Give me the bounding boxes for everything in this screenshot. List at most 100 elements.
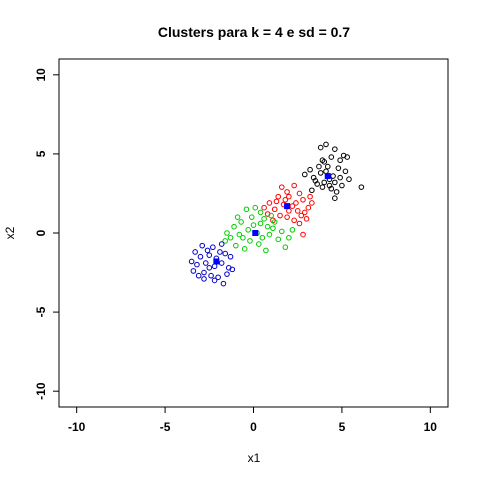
data-point-cluster-3 (256, 241, 262, 247)
data-point-cluster-1 (332, 179, 338, 186)
data-point-cluster-4 (197, 253, 204, 260)
data-point-cluster-3 (243, 206, 250, 213)
data-point-cluster-1 (324, 163, 331, 170)
data-point-cluster-1 (323, 141, 329, 148)
cluster-center-3 (252, 230, 259, 236)
data-point-cluster-3 (264, 223, 271, 230)
data-point-cluster-3 (248, 214, 255, 220)
data-point-cluster-3 (227, 234, 234, 241)
data-point-cluster-3 (268, 212, 274, 219)
cluster-center-4 (213, 258, 220, 265)
data-point-cluster-4 (224, 271, 230, 277)
data-point-cluster-1 (333, 189, 340, 195)
x-axis: -10 -5 0 5 10 (68, 407, 437, 434)
data-point-cluster-1 (319, 157, 326, 164)
data-point-cluster-2 (261, 204, 267, 211)
data-point-cluster-3 (234, 214, 241, 220)
data-point-cluster-3 (271, 219, 278, 225)
data-point-cluster-2 (291, 182, 297, 189)
data-point-cluster-4 (188, 258, 195, 265)
data-point-cluster-3 (278, 228, 285, 235)
data-point-cluster-1 (346, 176, 352, 183)
y-axis: -10 -5 0 5 10 (34, 68, 59, 400)
y-tick-label: 0 (34, 229, 48, 236)
data-point-cluster-4 (190, 268, 197, 274)
data-point-cluster-3 (233, 242, 239, 249)
data-point-cluster-3 (270, 225, 276, 232)
data-point-cluster-1 (358, 184, 365, 190)
data-point-cluster-4 (210, 244, 216, 251)
data-point-cluster-1 (337, 157, 343, 164)
data-point-cluster-3 (224, 230, 230, 236)
data-point-cluster-3 (238, 219, 244, 225)
y-tick-label: 10 (34, 68, 48, 82)
cluster-center-2 (284, 203, 291, 210)
data-point-cluster-3 (236, 231, 243, 238)
data-point-cluster-4 (202, 260, 209, 266)
data-point-cluster-4 (201, 276, 207, 282)
data-point-cluster-1 (321, 179, 328, 186)
data-point-cluster-3 (289, 227, 296, 233)
data-point-cluster-4 (227, 253, 234, 260)
data-point-cluster-4 (199, 242, 206, 249)
data-point-cluster-4 (217, 249, 223, 255)
data-point-cluster-3 (250, 222, 257, 228)
data-point-cluster-2 (286, 193, 292, 200)
data-point-cluster-1 (332, 146, 338, 152)
data-point-cluster-2 (301, 209, 308, 216)
data-point-cluster-1 (337, 174, 343, 181)
data-point-cluster-1 (342, 168, 349, 175)
data-point-cluster-2 (278, 184, 285, 190)
data-point-cluster-4 (215, 274, 221, 281)
points-layer (188, 141, 365, 287)
data-point-cluster-3 (261, 215, 267, 222)
data-point-cluster-3 (231, 223, 237, 230)
data-point-cluster-2 (298, 212, 305, 219)
data-point-cluster-1 (309, 187, 315, 194)
data-point-cluster-1 (335, 165, 342, 171)
data-point-cluster-1 (330, 173, 336, 179)
data-point-cluster-1 (339, 182, 345, 189)
data-point-cluster-4 (220, 280, 227, 287)
data-point-cluster-4 (206, 252, 213, 258)
data-point-cluster-3 (245, 227, 251, 233)
data-point-cluster-2 (275, 193, 282, 200)
data-point-cluster-2 (303, 215, 310, 222)
data-point-cluster-2 (273, 198, 280, 205)
x-tick-label: 5 (339, 420, 346, 434)
data-point-cluster-3 (257, 220, 264, 227)
data-point-cluster-2 (282, 196, 289, 203)
data-point-cluster-4 (218, 241, 225, 247)
x-tick-label: -5 (160, 420, 171, 434)
y-tick-label: -10 (34, 382, 48, 400)
data-point-cluster-2 (296, 190, 303, 197)
data-point-cluster-4 (201, 269, 207, 276)
data-point-cluster-2 (294, 208, 301, 214)
data-point-cluster-4 (204, 247, 211, 254)
y-tick-label: -5 (34, 306, 48, 317)
data-point-cluster-4 (218, 260, 225, 266)
y-axis-title: x2 (3, 226, 17, 239)
data-point-cluster-2 (307, 193, 313, 200)
data-point-cluster-3 (263, 247, 269, 254)
data-point-cluster-3 (240, 234, 246, 241)
data-point-cluster-2 (266, 200, 273, 206)
data-point-cluster-2 (291, 217, 297, 224)
centers-layer (213, 173, 331, 265)
data-point-cluster-1 (328, 154, 335, 160)
data-point-cluster-4 (229, 266, 236, 273)
data-point-cluster-2 (305, 204, 312, 211)
data-point-cluster-1 (317, 170, 324, 176)
data-point-cluster-2 (309, 200, 315, 206)
data-point-cluster-1 (344, 154, 351, 160)
x-tick-label: -10 (68, 420, 86, 434)
data-point-cluster-1 (326, 182, 333, 189)
x-axis-title: x1 (248, 451, 261, 465)
data-point-cluster-4 (222, 250, 229, 257)
x-tick-label: 10 (424, 420, 438, 434)
y-tick-label: 5 (34, 150, 48, 157)
data-point-cluster-3 (247, 238, 253, 244)
chart-title: Clusters para k = 4 e sd = 0.7 (158, 24, 350, 40)
